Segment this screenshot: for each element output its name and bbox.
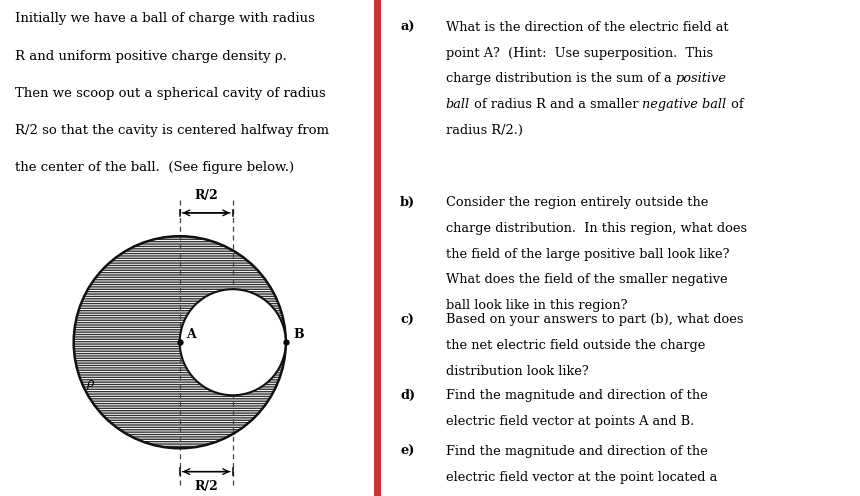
Text: B: B: [293, 328, 304, 341]
Text: Then we scoop out a spherical cavity of radius: Then we scoop out a spherical cavity of …: [15, 87, 326, 100]
Text: radius R/2.): radius R/2.): [445, 124, 523, 137]
Text: R and uniform positive charge density ρ.: R and uniform positive charge density ρ.: [15, 50, 287, 62]
Text: c): c): [400, 313, 414, 326]
Text: Consider the region entirely outside the: Consider the region entirely outside the: [445, 196, 708, 209]
Text: point A?  (Hint:  Use superposition.  This: point A? (Hint: Use superposition. This: [445, 47, 713, 60]
Text: R/2: R/2: [194, 480, 218, 493]
Text: of: of: [727, 98, 743, 111]
Text: A: A: [186, 328, 196, 341]
Circle shape: [180, 289, 286, 395]
Text: electric field vector at the point located a: electric field vector at the point locat…: [445, 471, 717, 484]
Text: b): b): [400, 196, 415, 209]
Text: R/2: R/2: [194, 189, 218, 202]
Text: Find the magnitude and direction of the: Find the magnitude and direction of the: [445, 389, 708, 402]
Text: the center of the ball.  (See figure below.): the center of the ball. (See figure belo…: [15, 161, 294, 174]
Text: What is the direction of the electric field at: What is the direction of the electric fi…: [445, 21, 728, 34]
Text: e): e): [400, 445, 415, 458]
Text: charge distribution.  In this region, what does: charge distribution. In this region, wha…: [445, 222, 746, 235]
Text: positive: positive: [675, 72, 727, 85]
Text: of radius R and a smaller: of radius R and a smaller: [470, 98, 642, 111]
Text: the net electric field outside the charge: the net electric field outside the charg…: [445, 339, 705, 352]
Text: ball: ball: [445, 98, 470, 111]
Text: ball look like in this region?: ball look like in this region?: [445, 299, 627, 312]
Text: ρ: ρ: [86, 377, 94, 390]
Circle shape: [74, 236, 286, 448]
Text: negative ball: negative ball: [642, 98, 727, 111]
Text: What does the field of the smaller negative: What does the field of the smaller negat…: [445, 273, 728, 286]
Text: Find the magnitude and direction of the: Find the magnitude and direction of the: [445, 445, 708, 458]
Text: charge distribution is the sum of a: charge distribution is the sum of a: [445, 72, 675, 85]
Text: the field of the large positive ball look like?: the field of the large positive ball loo…: [445, 248, 729, 260]
Text: a): a): [400, 21, 415, 34]
Text: distribution look like?: distribution look like?: [445, 365, 588, 378]
Text: R/2 so that the cavity is centered halfway from: R/2 so that the cavity is centered halfw…: [15, 124, 329, 137]
Text: d): d): [400, 389, 415, 402]
Text: Based on your answers to part (b), what does: Based on your answers to part (b), what …: [445, 313, 743, 326]
Text: Initially we have a ball of charge with radius: Initially we have a ball of charge with …: [15, 12, 315, 25]
Text: electric field vector at points A and B.: electric field vector at points A and B.: [445, 415, 694, 428]
